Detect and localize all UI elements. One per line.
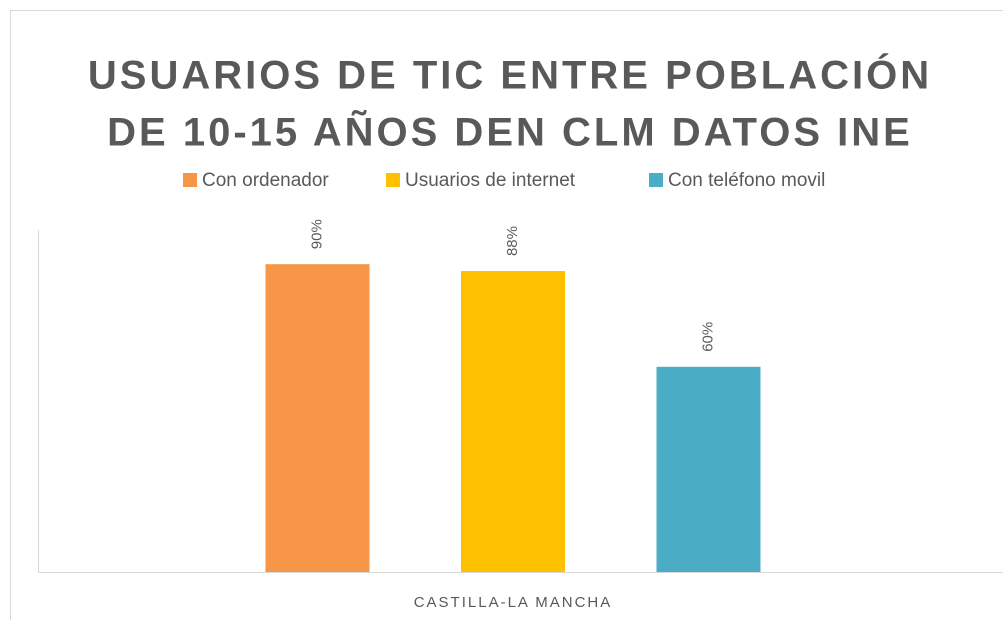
bar <box>265 264 370 572</box>
data-label: 88% <box>504 226 521 256</box>
legend-label: Usuarios de internet <box>405 170 576 191</box>
legend-swatch <box>183 173 197 187</box>
bar <box>656 366 761 572</box>
legend-label: Con teléfono movil <box>668 170 825 191</box>
x-tick-label: CASTILLA-LA MANCHA <box>414 594 613 611</box>
data-label: 90% <box>308 219 325 249</box>
data-label: 60% <box>699 322 716 352</box>
chart-title: DE 10-15 AÑOS DEN CLM DATOS INE <box>107 109 913 155</box>
bar <box>461 271 565 572</box>
legend-swatch <box>649 173 663 187</box>
legend-swatch <box>386 173 400 187</box>
chart-title: USUARIOS DE TIC ENTRE POBLACIÓN <box>88 52 932 98</box>
legend-label: Con ordenador <box>202 170 329 191</box>
